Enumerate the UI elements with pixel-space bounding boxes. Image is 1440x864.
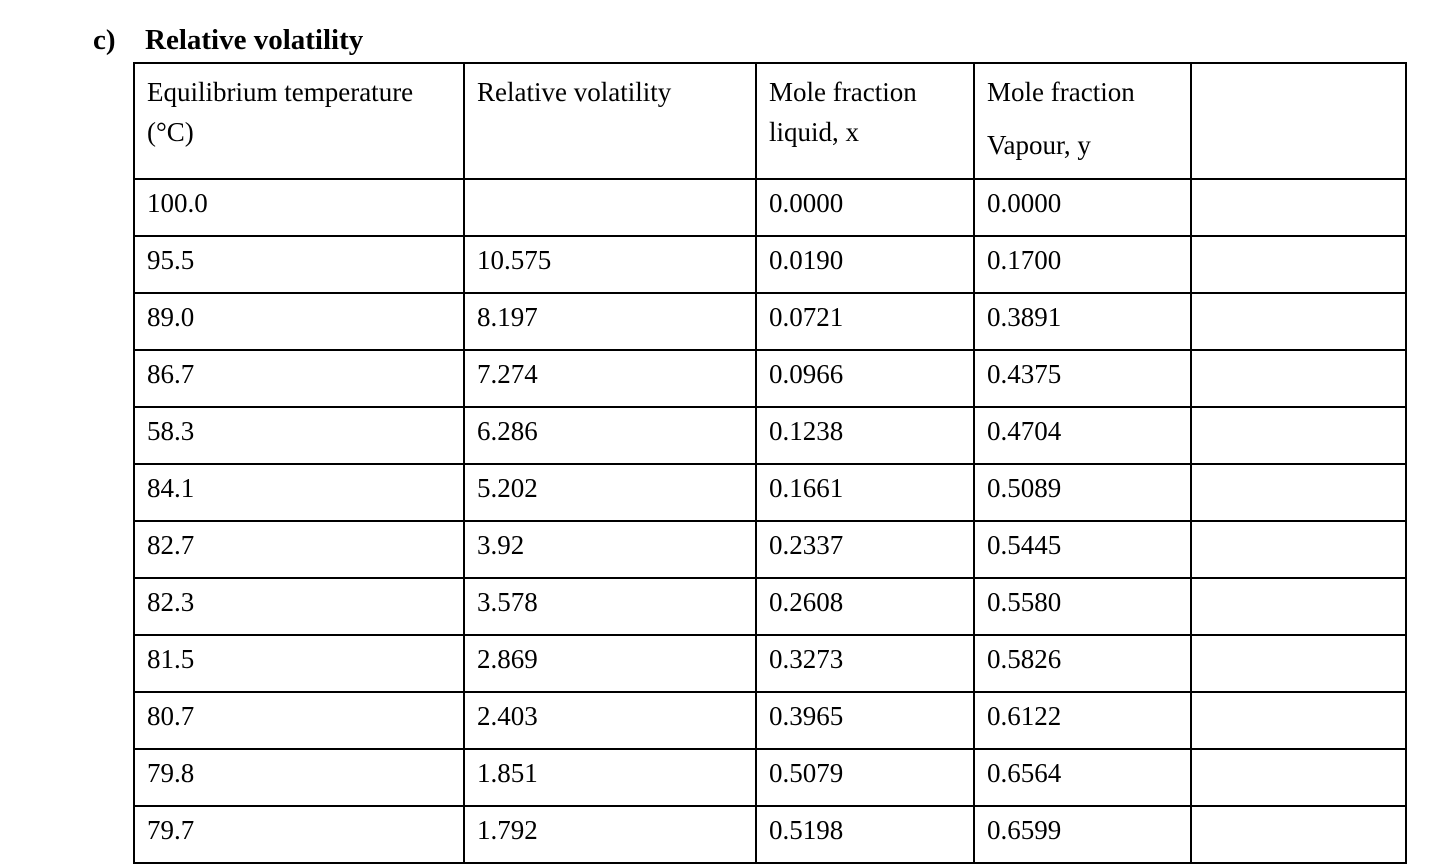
table-cell: 0.1238 (755, 406, 975, 465)
table-row: 84.1 5.202 0.1661 0.5089 (133, 463, 1407, 522)
table-cell: 0.6564 (973, 748, 1192, 807)
table-cell: 82.3 (133, 577, 465, 636)
table-cell: 3.578 (463, 577, 757, 636)
table-cell: 3.92 (463, 520, 757, 579)
section-label: c) (93, 24, 116, 56)
section-title: c) Relative volatility (93, 24, 363, 57)
table-cell (1190, 634, 1407, 693)
table-cell: 80.7 (133, 691, 465, 750)
table-row: 95.5 10.575 0.0190 0.1700 (133, 235, 1407, 294)
section-title-text: Relative volatility (145, 24, 364, 56)
table-row: 80.7 2.403 0.3965 0.6122 (133, 691, 1407, 750)
table-cell: 0.2337 (755, 520, 975, 579)
header-mole-fraction-liquid: Mole fraction liquid, x (755, 62, 975, 180)
table-cell (463, 178, 757, 237)
table-cell: 10.575 (463, 235, 757, 294)
table-body: 100.0 0.0000 0.0000 95.5 10.575 0.0190 0.1700 8… (133, 178, 1407, 864)
table-cell: 0.6122 (973, 691, 1192, 750)
relative-volatility-table: Equilibrium temperature (°C) Relative vo… (133, 62, 1407, 864)
table-row: 89.0 8.197 0.0721 0.3891 (133, 292, 1407, 351)
table-cell: 0.2608 (755, 577, 975, 636)
table-cell (1190, 520, 1407, 579)
table-cell: 84.1 (133, 463, 465, 522)
table-cell: 2.403 (463, 691, 757, 750)
table-cell (1190, 748, 1407, 807)
header-mole-fraction-vapour: Mole fraction Vapour, y (973, 62, 1192, 180)
table-row: 82.3 3.578 0.2608 0.5580 (133, 577, 1407, 636)
table-cell: 0.0190 (755, 235, 975, 294)
table-cell: 0.4375 (973, 349, 1192, 408)
table-cell: 2.869 (463, 634, 757, 693)
table-cell: 0.0000 (755, 178, 975, 237)
table-cell: 0.5079 (755, 748, 975, 807)
table-cell: 7.274 (463, 349, 757, 408)
table-cell: 82.7 (133, 520, 465, 579)
table-cell: 0.4704 (973, 406, 1192, 465)
table-cell (1190, 406, 1407, 465)
table-cell: 8.197 (463, 292, 757, 351)
table-cell: 0.3965 (755, 691, 975, 750)
table-cell: 0.0000 (973, 178, 1192, 237)
table-cell: 0.6599 (973, 805, 1192, 864)
table-cell: 6.286 (463, 406, 757, 465)
table-cell: 0.0966 (755, 349, 975, 408)
table-cell (1190, 463, 1407, 522)
table-row: 81.5 2.869 0.3273 0.5826 (133, 634, 1407, 693)
table-cell: 1.851 (463, 748, 757, 807)
table-cell: 0.5445 (973, 520, 1192, 579)
table-cell: 0.5089 (973, 463, 1192, 522)
table-row: 79.7 1.792 0.5198 0.6599 (133, 805, 1407, 864)
table-cell: 81.5 (133, 634, 465, 693)
table-cell: 0.3273 (755, 634, 975, 693)
table-cell (1190, 235, 1407, 294)
table-cell: 0.3891 (973, 292, 1192, 351)
table-cell: 0.5826 (973, 634, 1192, 693)
table-cell: 86.7 (133, 349, 465, 408)
table-row: 79.8 1.851 0.5079 0.6564 (133, 748, 1407, 807)
table-cell: 89.0 (133, 292, 465, 351)
table-cell: 1.792 (463, 805, 757, 864)
header-empty (1190, 62, 1407, 180)
table-cell (1190, 292, 1407, 351)
table-cell (1190, 805, 1407, 864)
header-equilibrium-temperature: Equilibrium temperature (°C) (133, 62, 465, 180)
table-header-row: Equilibrium temperature (°C) Relative vo… (133, 62, 1407, 180)
table-cell: 0.5198 (755, 805, 975, 864)
table-cell (1190, 349, 1407, 408)
table-row: 58.3 6.286 0.1238 0.4704 (133, 406, 1407, 465)
table-cell: 58.3 (133, 406, 465, 465)
table-cell: 100.0 (133, 178, 465, 237)
table-cell: 0.0721 (755, 292, 975, 351)
table-cell: 79.7 (133, 805, 465, 864)
table-row: 100.0 0.0000 0.0000 (133, 178, 1407, 237)
table-row: 82.7 3.92 0.2337 0.5445 (133, 520, 1407, 579)
table-row: 86.7 7.274 0.0966 0.4375 (133, 349, 1407, 408)
table-cell (1190, 577, 1407, 636)
table-cell (1190, 691, 1407, 750)
table-cell: 79.8 (133, 748, 465, 807)
table-cell: 0.1661 (755, 463, 975, 522)
header-relative-volatility: Relative volatility (463, 62, 757, 180)
table-cell: 0.5580 (973, 577, 1192, 636)
table-cell (1190, 178, 1407, 237)
table-cell: 95.5 (133, 235, 465, 294)
table-cell: 0.1700 (973, 235, 1192, 294)
table-cell: 5.202 (463, 463, 757, 522)
